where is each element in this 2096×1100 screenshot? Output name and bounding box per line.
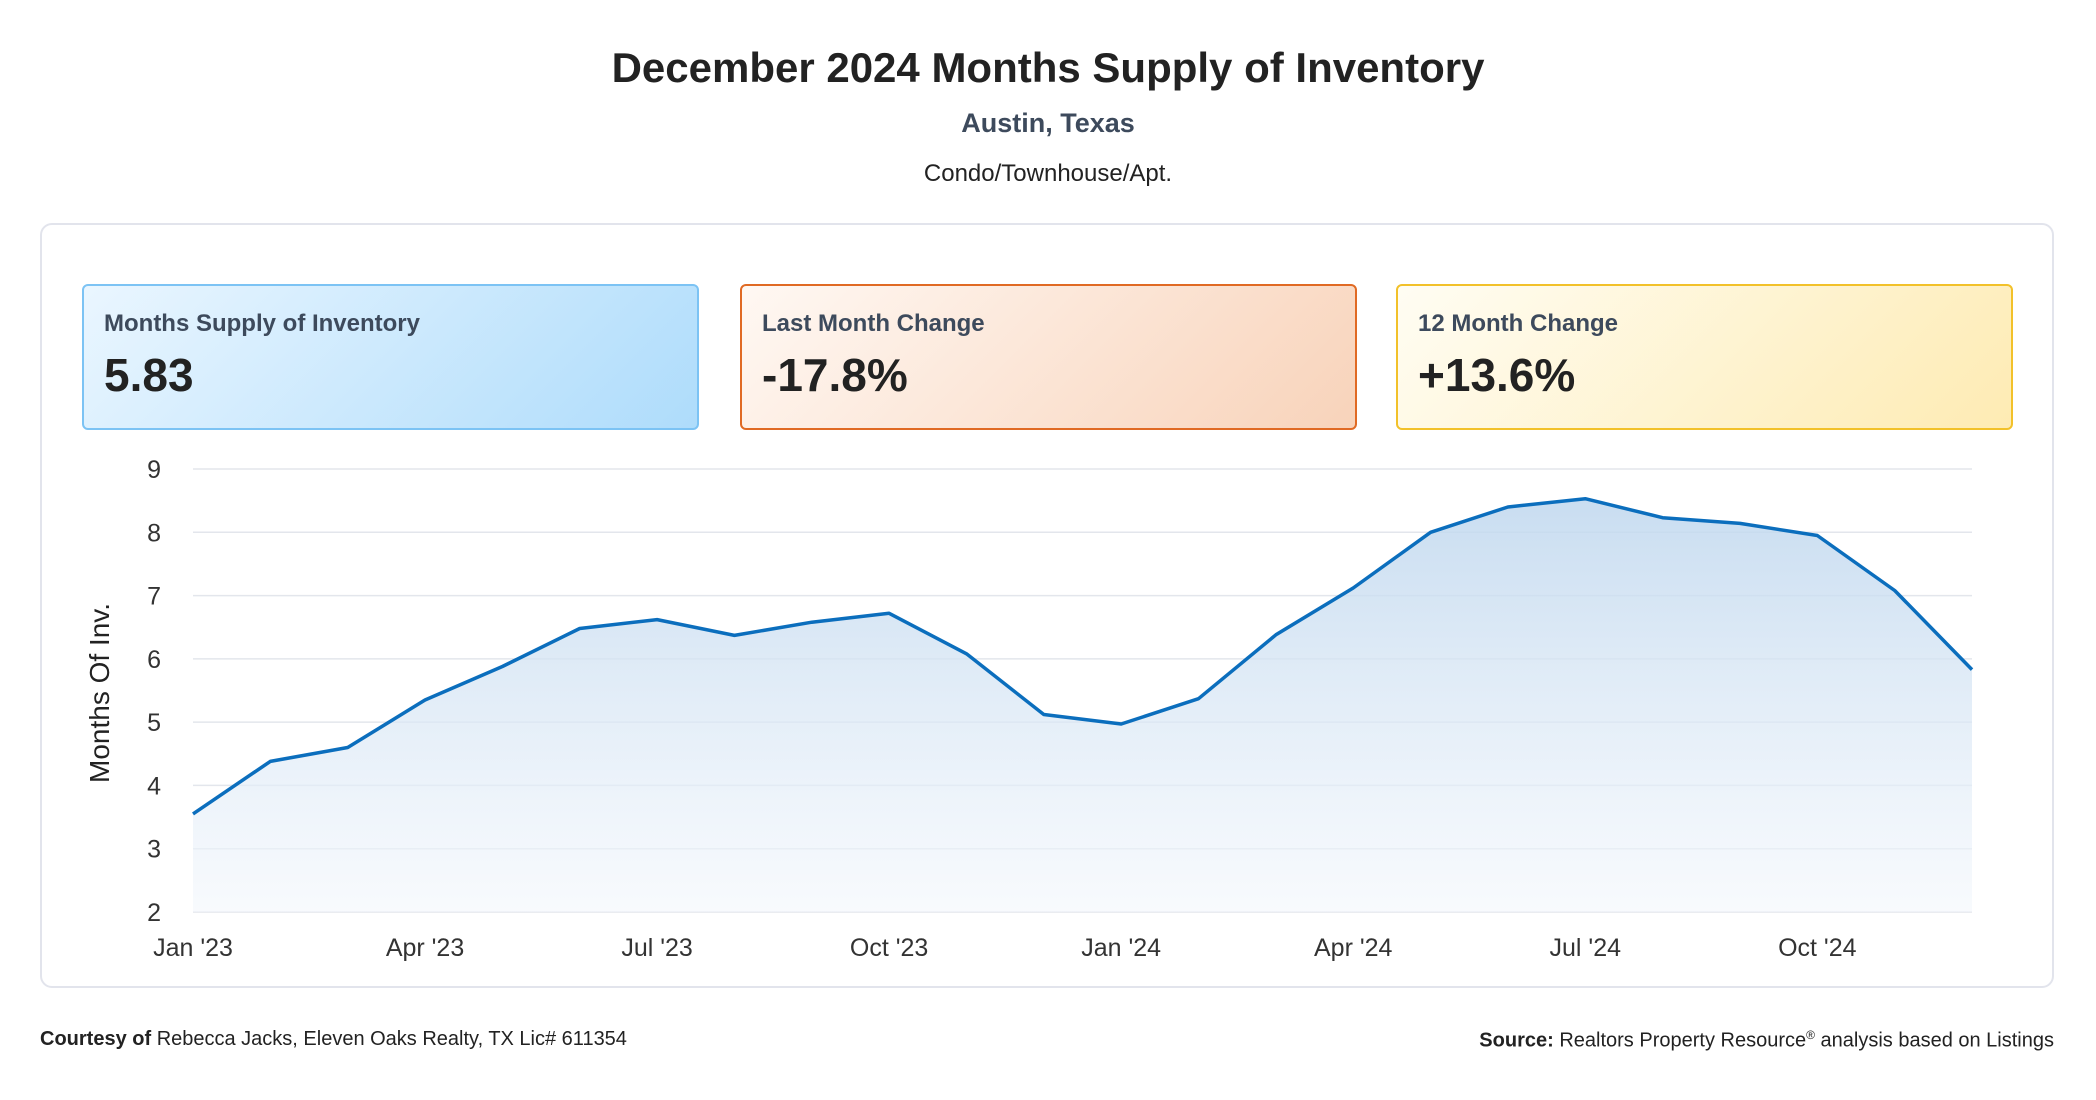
series-area-fill	[193, 498, 1972, 912]
property-type-label: Condo/Townhouse/Apt.	[923, 160, 1173, 187]
x-tick-label: Apr '24	[1314, 934, 1393, 962]
y-tick-label: 5	[147, 709, 161, 737]
months-supply-value: 5.83	[104, 349, 194, 401]
twelve-month-change-label: 12 Month Change	[1418, 310, 1619, 337]
y-tick-label: 9	[147, 456, 161, 484]
location-subtitle: Austin, Texas	[961, 108, 1135, 138]
months-supply-card: Months Supply of Inventory 5.83	[82, 284, 699, 430]
courtesy-text: Rebecca Jacks, Eleven Oaks Realty, TX Li…	[156, 1028, 627, 1050]
y-axis-label: Months Of Inv.	[84, 603, 115, 783]
x-tick-label: Oct '24	[1778, 934, 1857, 962]
series-line	[192, 496, 1974, 816]
source-text: Realtors Property Resource	[1559, 1029, 1807, 1052]
last-month-change-value: -17.8%	[762, 349, 908, 401]
courtesy-footer: Courtesy of Rebecca Jacks, Eleven Oaks R…	[40, 1028, 627, 1051]
last-month-change-card: Last Month Change -17.8%	[740, 284, 1357, 430]
x-tick-label: Jan '23	[153, 934, 233, 962]
y-tick-label: 7	[147, 583, 161, 611]
last-month-change-label: Last Month Change	[762, 310, 985, 337]
twelve-month-change-card: 12 Month Change +13.6%	[1396, 284, 2013, 430]
y-tick-label: 8	[147, 519, 161, 547]
y-tick-label: 6	[147, 646, 161, 674]
x-tick-label: Jul '24	[1550, 934, 1622, 962]
y-tick-label: 2	[147, 899, 161, 927]
source-suffix: analysis based on Listings	[1820, 1029, 2054, 1052]
x-tick-label: Jul '23	[621, 934, 692, 962]
x-tick-label: Apr '23	[386, 934, 464, 962]
source-footer: Source: Realtors Property Resource® anal…	[1479, 1028, 2054, 1053]
x-tick-label: Jan '24	[1081, 934, 1161, 962]
x-tick-label: Oct '23	[850, 934, 928, 962]
registered-mark: ®	[1806, 1028, 1815, 1042]
page-title: December 2024 Months Supply of Inventory	[611, 44, 1485, 91]
y-tick-label: 4	[147, 772, 161, 800]
courtesy-label: Courtesy of	[40, 1028, 152, 1050]
y-tick-label: 3	[147, 836, 161, 864]
months-supply-label: Months Supply of Inventory	[104, 310, 420, 337]
twelve-month-change-value: +13.6%	[1418, 349, 1576, 401]
source-label: Source:	[1479, 1029, 1554, 1052]
